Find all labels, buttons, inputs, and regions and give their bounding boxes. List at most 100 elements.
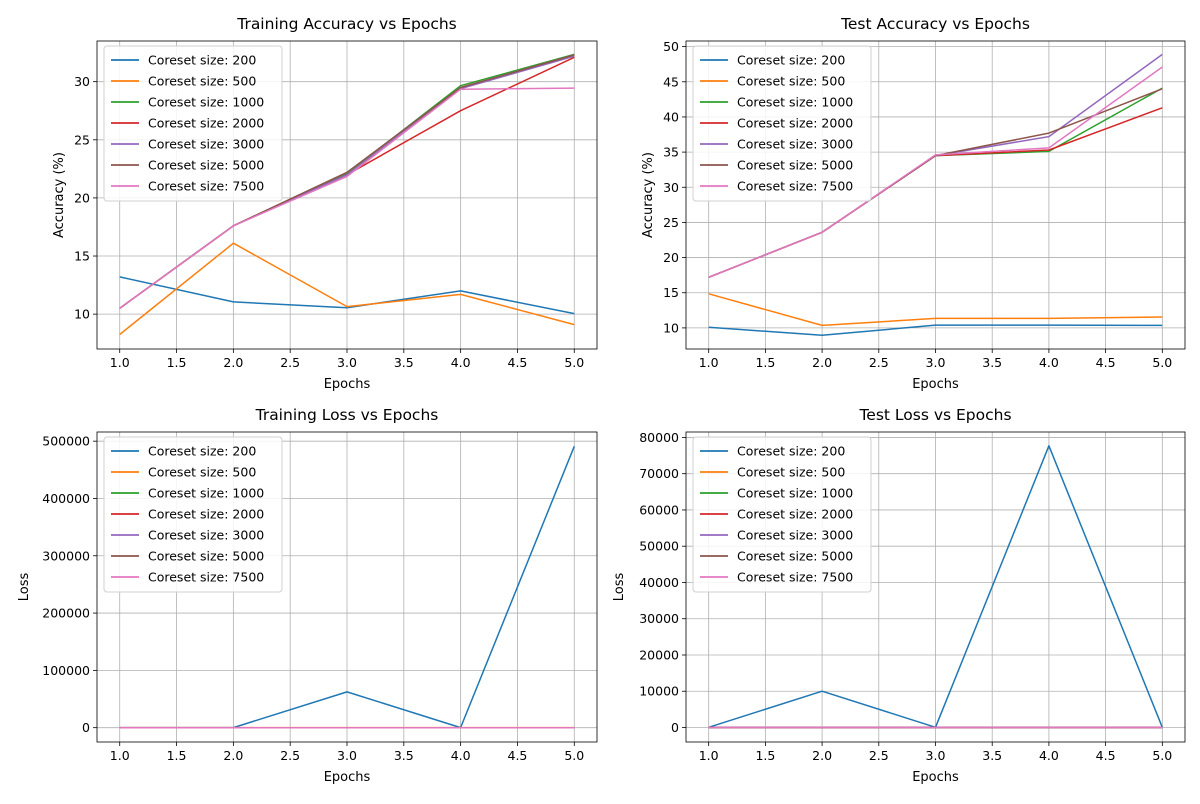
legend-entry-label: Coreset size: 200 bbox=[148, 444, 256, 459]
y-tick-label: 300000 bbox=[42, 548, 90, 563]
x-tick-label: 3.0 bbox=[926, 355, 946, 370]
y-tick-label: 0 bbox=[82, 720, 90, 735]
legend-entry-label: Coreset size: 2000 bbox=[737, 507, 853, 522]
legend-entry-label: Coreset size: 1000 bbox=[737, 95, 853, 110]
legend-entry-label: Coreset size: 7500 bbox=[148, 570, 264, 585]
legend-entry-label: Coreset size: 500 bbox=[148, 74, 256, 89]
x-tick-label: 4.0 bbox=[1039, 748, 1059, 763]
x-tick-label: 5.0 bbox=[564, 748, 584, 763]
x-tick-label: 5.0 bbox=[1152, 748, 1172, 763]
legend-entry-label: Coreset size: 5000 bbox=[148, 549, 264, 564]
x-tick-label: 1.5 bbox=[167, 355, 187, 370]
y-tick-label: 400000 bbox=[42, 491, 90, 506]
x-tick-label: 1.5 bbox=[167, 748, 187, 763]
legend-entry-label: Coreset size: 7500 bbox=[148, 179, 264, 194]
x-tick-label: 2.5 bbox=[869, 355, 889, 370]
legend-entry-label: Coreset size: 200 bbox=[737, 444, 845, 459]
x-tick-label: 1.0 bbox=[110, 355, 130, 370]
legend-entry-label: Coreset size: 7500 bbox=[737, 179, 853, 194]
legend-entry-label: Coreset size: 1000 bbox=[148, 95, 264, 110]
legend-entry-label: Coreset size: 200 bbox=[148, 53, 256, 68]
chart-title: Test Accuracy vs Epochs bbox=[840, 15, 1030, 33]
legend-box bbox=[103, 45, 283, 202]
y-tick-label: 0 bbox=[671, 720, 679, 735]
y-tick-label: 50000 bbox=[639, 539, 679, 554]
legend-entry-label: Coreset size: 3000 bbox=[737, 528, 853, 543]
series-line bbox=[119, 87, 575, 309]
x-tick-label: 1.5 bbox=[755, 748, 775, 763]
y-tick-label: 30 bbox=[74, 74, 90, 89]
x-tick-label: 5.0 bbox=[1152, 355, 1172, 370]
series-line bbox=[708, 293, 1163, 327]
legend-entry-label: Coreset size: 5000 bbox=[737, 549, 853, 564]
x-tick-label: 4.0 bbox=[451, 748, 471, 763]
legend-entry-label: Coreset size: 1000 bbox=[148, 486, 264, 501]
legend: Coreset size: 200 Coreset size: 500 Corese… bbox=[692, 436, 872, 593]
x-tick-label: 5.0 bbox=[564, 355, 584, 370]
y-axis-label: Accuracy (%) bbox=[641, 152, 656, 238]
x-tick-label: 1.0 bbox=[699, 748, 719, 763]
x-tick-label: 3.0 bbox=[337, 355, 357, 370]
x-tick-label: 2.5 bbox=[280, 355, 300, 370]
y-tick-label: 10000 bbox=[639, 684, 679, 699]
y-tick-label: 500000 bbox=[42, 434, 90, 449]
legend-entry-label: Coreset size: 2000 bbox=[148, 507, 264, 522]
x-tick-label: 2.0 bbox=[812, 355, 832, 370]
x-axis-label: Epochs bbox=[324, 770, 371, 785]
legend: Coreset size: 200 Coreset size: 500 Corese… bbox=[103, 436, 283, 593]
x-tick-label: 3.0 bbox=[926, 748, 946, 763]
legend-entry-label: Coreset size: 5000 bbox=[737, 158, 853, 173]
y-tick-label: 40000 bbox=[639, 575, 679, 590]
x-tick-label: 2.5 bbox=[280, 748, 300, 763]
x-tick-label: 4.5 bbox=[1096, 355, 1116, 370]
y-tick-label: 20 bbox=[663, 250, 679, 265]
x-tick-label: 4.0 bbox=[1039, 355, 1059, 370]
x-tick-label: 1.0 bbox=[699, 355, 719, 370]
x-tick-label: 4.0 bbox=[451, 355, 471, 370]
x-tick-label: 3.5 bbox=[394, 355, 414, 370]
chart-title: Training Loss vs Epochs bbox=[255, 406, 439, 424]
legend-entry-label: Coreset size: 500 bbox=[737, 465, 845, 480]
y-tick-label: 20000 bbox=[639, 647, 679, 662]
x-tick-label: 4.5 bbox=[1096, 748, 1116, 763]
y-tick-label: 45 bbox=[663, 74, 679, 89]
series-line bbox=[119, 242, 575, 336]
y-tick-label: 20 bbox=[74, 190, 90, 205]
chart-panel: 1.0 1.5 2.0 2.5 3.0 3.5 4.0 4.5 5.0 0 100000 200000… bbox=[17, 406, 598, 785]
legend-entry-label: Coreset size: 200 bbox=[737, 53, 845, 68]
x-axis-label: Epochs bbox=[324, 377, 371, 392]
x-tick-label: 4.5 bbox=[508, 748, 528, 763]
x-tick-label: 4.5 bbox=[508, 355, 528, 370]
y-tick-label: 10 bbox=[74, 307, 90, 322]
legend-entry-label: Coreset size: 2000 bbox=[148, 116, 264, 131]
legend-entry-label: Coreset size: 7500 bbox=[737, 570, 853, 585]
x-tick-label: 2.0 bbox=[812, 748, 832, 763]
y-tick-label: 60000 bbox=[639, 502, 679, 517]
chart-panel: 1.0 1.5 2.0 2.5 3.0 3.5 4.0 4.5 5.0 10 15 20 25 30 35 4… bbox=[641, 15, 1186, 392]
x-tick-label: 2.0 bbox=[223, 748, 243, 763]
y-tick-label: 25 bbox=[74, 132, 90, 147]
y-tick-label: 15 bbox=[74, 249, 90, 264]
x-axis-label: Epochs bbox=[912, 770, 959, 785]
x-tick-label: 2.0 bbox=[223, 355, 243, 370]
series-line bbox=[708, 324, 1163, 337]
y-tick-label: 100000 bbox=[42, 663, 90, 678]
legend-entry-label: Coreset size: 500 bbox=[148, 465, 256, 480]
series-line bbox=[708, 66, 1163, 278]
x-tick-label: 1.0 bbox=[110, 748, 130, 763]
x-tick-label: 3.5 bbox=[982, 748, 1002, 763]
legend-entry-label: Coreset size: 3000 bbox=[737, 137, 853, 152]
y-axis-label: Loss bbox=[612, 573, 627, 602]
y-tick-label: 15 bbox=[663, 285, 679, 300]
legend-box bbox=[103, 436, 283, 593]
chart-panel: 1.0 1.5 2.0 2.5 3.0 3.5 4.0 4.5 5.0 0 10000 20000 30… bbox=[612, 406, 1186, 785]
legend-entry-label: Coreset size: 3000 bbox=[148, 137, 264, 152]
y-tick-label: 25 bbox=[663, 215, 679, 230]
legend-entry-label: Coreset size: 500 bbox=[737, 74, 845, 89]
chart-title: Training Accuracy vs Epochs bbox=[236, 15, 457, 33]
x-tick-label: 3.5 bbox=[394, 748, 414, 763]
legend-entry-label: Coreset size: 2000 bbox=[737, 116, 853, 131]
legend: Coreset size: 200 Coreset size: 500 Corese… bbox=[103, 45, 283, 202]
